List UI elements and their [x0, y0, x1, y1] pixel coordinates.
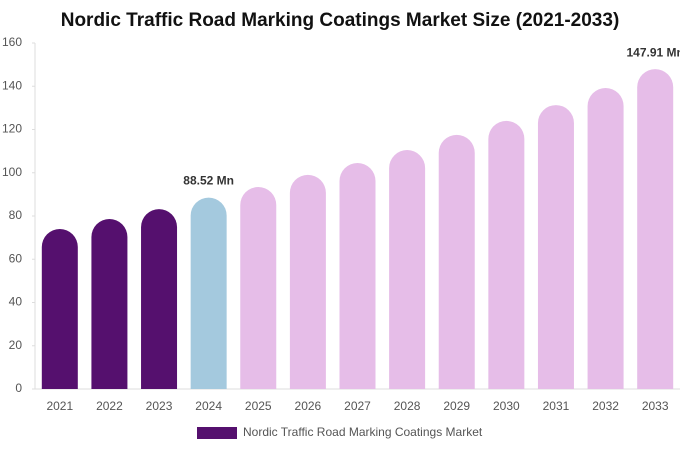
x-tick-label: 2021 [46, 399, 73, 413]
bar [240, 187, 277, 389]
x-tick-label: 2023 [146, 399, 173, 413]
bar [91, 219, 128, 389]
x-tick-label: 2029 [443, 399, 470, 413]
value-label: 88.52 Mn [183, 174, 234, 188]
bar [289, 174, 326, 389]
x-tick-label: 2022 [96, 399, 123, 413]
y-tick-label: 20 [9, 338, 23, 352]
y-tick-label: 160 [2, 35, 22, 49]
x-tick-label: 2032 [592, 399, 619, 413]
x-tick-label: 2025 [245, 399, 272, 413]
x-tick-label: 2031 [543, 399, 570, 413]
y-tick-label: 0 [15, 381, 22, 395]
x-tick-label: 2026 [295, 399, 322, 413]
bar [41, 228, 78, 389]
bar [587, 87, 624, 389]
bar [537, 105, 574, 389]
x-tick-label: 2028 [394, 399, 421, 413]
bar [438, 134, 475, 389]
y-tick-label: 40 [9, 295, 23, 309]
y-tick-label: 60 [9, 251, 23, 265]
legend-label: Nordic Traffic Road Marking Coatings Mar… [243, 425, 483, 439]
x-tick-label: 2024 [195, 399, 222, 413]
bar [389, 150, 426, 389]
bar [339, 163, 376, 389]
legend-swatch [197, 427, 237, 439]
bar [637, 69, 674, 390]
x-tick-label: 2027 [344, 399, 371, 413]
bar [190, 197, 227, 389]
bar [141, 209, 178, 389]
bar [488, 120, 525, 389]
x-tick-label: 2030 [493, 399, 520, 413]
y-tick-label: 120 [2, 122, 22, 136]
y-tick-label: 80 [9, 208, 23, 222]
x-tick-label: 2033 [642, 399, 669, 413]
chart-title: Nordic Traffic Road Marking Coatings Mar… [61, 10, 620, 31]
y-tick-label: 100 [2, 165, 22, 179]
y-tick-label: 140 [2, 78, 22, 92]
value-label: 147.91 Mn [627, 45, 680, 59]
